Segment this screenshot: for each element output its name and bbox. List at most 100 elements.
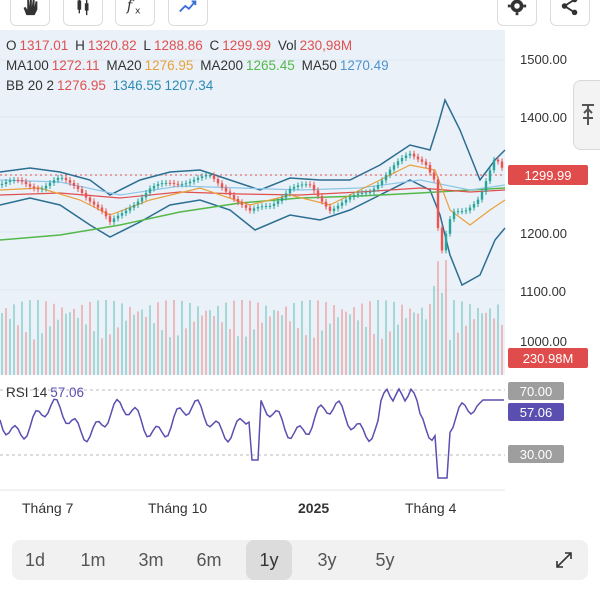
- candle-body: [336, 205, 340, 209]
- volume-bar: [377, 300, 379, 375]
- candle-body: [472, 203, 476, 208]
- candle-body: [344, 199, 348, 203]
- ma200-value: 1265.45: [246, 58, 295, 73]
- volume-bar: [417, 313, 419, 375]
- volume-bar: [117, 327, 119, 375]
- side-panel-handle[interactable]: [573, 80, 600, 150]
- volume-bar: [353, 307, 355, 375]
- volume-bar: [501, 324, 503, 375]
- volume-bar: [181, 300, 183, 375]
- candle-body: [160, 183, 164, 185]
- candle-body: [192, 179, 196, 182]
- compare-icon[interactable]: [168, 0, 208, 26]
- bb-label: BB 20 2: [6, 78, 55, 93]
- candle-body: [100, 207, 104, 212]
- rsi-value-tag: 57.06: [508, 403, 564, 421]
- close-label: C: [209, 38, 220, 53]
- candle-body: [496, 159, 500, 162]
- volume-bar: [93, 331, 95, 375]
- rsi-label: RSI 14: [6, 385, 48, 400]
- svg-text:f: f: [126, 0, 135, 15]
- range-3y[interactable]: 3y: [317, 549, 337, 570]
- bb-upper-value: 1346.55: [112, 78, 162, 93]
- volume-bar: [53, 303, 55, 375]
- candle-body: [380, 180, 384, 185]
- candle-body: [76, 186, 80, 190]
- candle-body: [324, 201, 328, 207]
- candle-body: [440, 227, 444, 251]
- volume-bar: [421, 307, 423, 375]
- range-5y[interactable]: 5y: [375, 549, 395, 570]
- volume-bar: [213, 316, 215, 375]
- bb-lower-line: [0, 179, 506, 287]
- candle-body: [20, 180, 24, 182]
- volume-bar: [121, 303, 123, 375]
- ma20-line: [0, 164, 506, 226]
- candle-body: [444, 233, 448, 251]
- candlestick-icon[interactable]: [63, 0, 103, 26]
- volume-bar: [369, 301, 371, 375]
- volume-bar: [277, 310, 279, 375]
- candle-body: [124, 210, 128, 214]
- volume-bar: [397, 324, 399, 375]
- range-1y[interactable]: 1y: [246, 540, 292, 580]
- candle-body: [416, 156, 420, 160]
- range-3m[interactable]: 3m: [138, 549, 164, 570]
- volume-bar: [157, 302, 159, 375]
- volume-bar: [97, 300, 99, 375]
- volume-bar: [13, 304, 15, 375]
- volume-bar: [49, 326, 51, 375]
- candle-body: [320, 196, 324, 202]
- candle-body: [208, 175, 212, 177]
- candle-body: [252, 208, 256, 211]
- candle-body: [452, 211, 456, 220]
- candle-body: [432, 172, 436, 180]
- volume-bar: [161, 330, 163, 375]
- candle-body: [140, 197, 144, 202]
- candle-body: [132, 204, 136, 208]
- volume-bar: [1, 313, 3, 375]
- candle-body: [224, 187, 228, 192]
- volume-bar: [113, 301, 115, 375]
- hand-icon[interactable]: [10, 0, 50, 26]
- volume-bar: [449, 339, 451, 375]
- expand-icon[interactable]: [544, 540, 584, 580]
- candle-body: [136, 201, 140, 205]
- volume-bar: [201, 315, 203, 375]
- candle-body: [204, 175, 208, 177]
- candle-body: [56, 177, 60, 181]
- volume-bar: [73, 308, 75, 375]
- volume-bar: [341, 309, 343, 375]
- rsi-lower-tag: 30.00: [508, 445, 564, 463]
- range-1m[interactable]: 1m: [80, 549, 106, 570]
- volume-bar: [33, 339, 35, 375]
- volume-bar: [385, 300, 387, 375]
- volume-bar: [477, 307, 479, 375]
- volume-bar: [221, 322, 223, 375]
- candle-body: [400, 158, 404, 162]
- candle-body: [36, 188, 40, 190]
- volume-bar: [265, 305, 267, 375]
- candle-body: [304, 184, 308, 186]
- ma200-label: MA200: [200, 58, 243, 73]
- volume-bar: [41, 333, 43, 375]
- volume-bar: [405, 318, 407, 375]
- range-1d[interactable]: 1d: [24, 549, 46, 570]
- range-6m[interactable]: 6m: [196, 549, 222, 570]
- price-chart[interactable]: [0, 0, 600, 500]
- candle-body: [24, 181, 28, 185]
- share-icon[interactable]: [550, 0, 590, 26]
- volume-label: Vol: [277, 38, 297, 53]
- volume-bar: [345, 311, 347, 375]
- volume-bar: [137, 311, 139, 375]
- candle-body: [216, 179, 220, 184]
- candle-body: [272, 203, 276, 206]
- candle-body: [312, 184, 316, 191]
- volume-bar: [77, 317, 79, 375]
- settings-icon[interactable]: [497, 0, 537, 26]
- bb-upper-line: [0, 97, 506, 196]
- candle-body: [268, 205, 272, 207]
- ma50-line: [0, 179, 506, 196]
- volume-bar: [497, 304, 499, 375]
